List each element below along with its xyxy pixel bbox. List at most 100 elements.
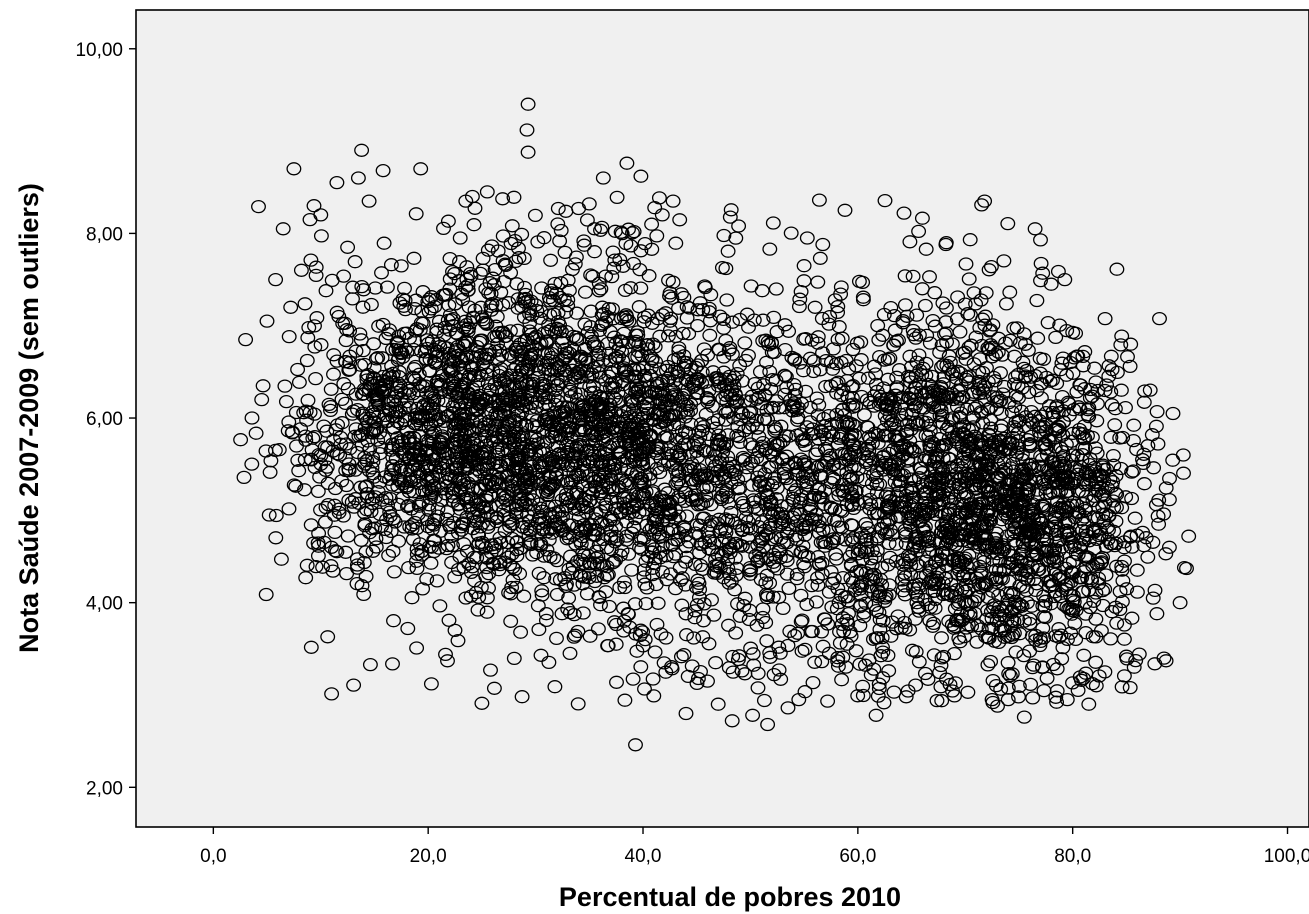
data-point <box>998 336 1013 350</box>
data-point <box>592 398 608 413</box>
data-point <box>642 429 658 443</box>
data-point <box>664 448 680 462</box>
data-point <box>307 460 323 475</box>
data-point <box>626 224 642 239</box>
data-point <box>946 553 962 567</box>
data-point <box>591 366 607 380</box>
data-point <box>958 257 974 271</box>
data-point <box>823 565 839 579</box>
data-point <box>766 559 782 573</box>
data-point <box>818 419 833 433</box>
data-point <box>802 400 818 415</box>
data-point <box>726 394 742 409</box>
data-point <box>365 376 381 390</box>
data-point <box>698 375 714 389</box>
data-point <box>625 403 641 417</box>
data-point <box>550 217 566 231</box>
data-point <box>620 335 636 350</box>
data-point <box>583 268 599 282</box>
data-point <box>619 515 635 529</box>
data-point <box>861 439 877 453</box>
data-point <box>743 563 759 577</box>
data-point <box>505 573 521 587</box>
data-point <box>778 370 794 384</box>
data-point <box>637 682 652 696</box>
data-point <box>891 363 907 377</box>
data-point <box>602 354 618 368</box>
data-point <box>551 504 567 519</box>
data-point <box>764 345 780 359</box>
data-point <box>917 666 933 681</box>
data-point <box>485 479 500 494</box>
data-point <box>875 450 891 464</box>
data-point <box>592 448 608 463</box>
data-point <box>722 541 738 555</box>
data-point <box>602 440 618 454</box>
data-point <box>517 393 533 407</box>
data-point <box>908 678 924 692</box>
data-point <box>348 387 364 401</box>
data-point <box>863 535 879 549</box>
data-point <box>494 326 510 340</box>
data-point <box>541 655 557 670</box>
data-point <box>480 243 496 257</box>
data-point <box>653 627 669 641</box>
data-point <box>930 399 946 413</box>
data-point <box>834 446 850 461</box>
data-point <box>426 533 442 547</box>
data-point <box>472 266 488 281</box>
data-point <box>911 348 927 362</box>
data-point <box>518 398 534 413</box>
data-point <box>581 571 597 585</box>
data-point <box>365 544 381 558</box>
data-point <box>745 418 760 432</box>
data-point <box>976 480 992 494</box>
data-point <box>460 490 476 505</box>
data-point <box>897 615 912 630</box>
data-point <box>677 425 693 439</box>
data-point <box>1165 406 1181 421</box>
data-point <box>957 297 973 311</box>
data-point <box>576 423 592 437</box>
data-point <box>619 313 635 327</box>
data-point <box>914 211 930 225</box>
data-point <box>872 477 888 492</box>
data-point <box>830 659 846 673</box>
data-point <box>549 467 565 481</box>
data-point <box>587 222 602 236</box>
data-point <box>553 432 569 446</box>
data-point <box>298 433 314 447</box>
data-point <box>830 375 846 389</box>
data-point <box>665 537 681 552</box>
data-point <box>929 693 945 708</box>
data-point <box>588 544 604 558</box>
data-point <box>492 531 508 545</box>
data-point <box>456 537 472 551</box>
data-point <box>313 338 329 352</box>
data-point <box>938 315 954 329</box>
data-point <box>345 280 361 294</box>
data-point <box>999 478 1015 492</box>
data-point <box>445 264 460 279</box>
data-point <box>340 529 356 543</box>
data-point <box>1101 369 1117 383</box>
data-point <box>663 538 679 553</box>
data-point <box>515 520 531 534</box>
data-point <box>831 595 847 610</box>
data-point <box>810 336 826 350</box>
data-point <box>902 349 918 363</box>
data-point <box>814 625 830 639</box>
data-point <box>687 557 703 572</box>
data-point <box>750 681 766 695</box>
data-point <box>462 501 478 515</box>
data-point <box>617 693 633 707</box>
data-point <box>383 258 399 272</box>
data-point <box>719 395 735 409</box>
data-point <box>307 340 323 354</box>
data-point <box>743 279 759 293</box>
data-point <box>397 302 413 317</box>
data-point <box>938 301 954 315</box>
data-point <box>682 459 698 474</box>
data-point <box>749 618 765 632</box>
